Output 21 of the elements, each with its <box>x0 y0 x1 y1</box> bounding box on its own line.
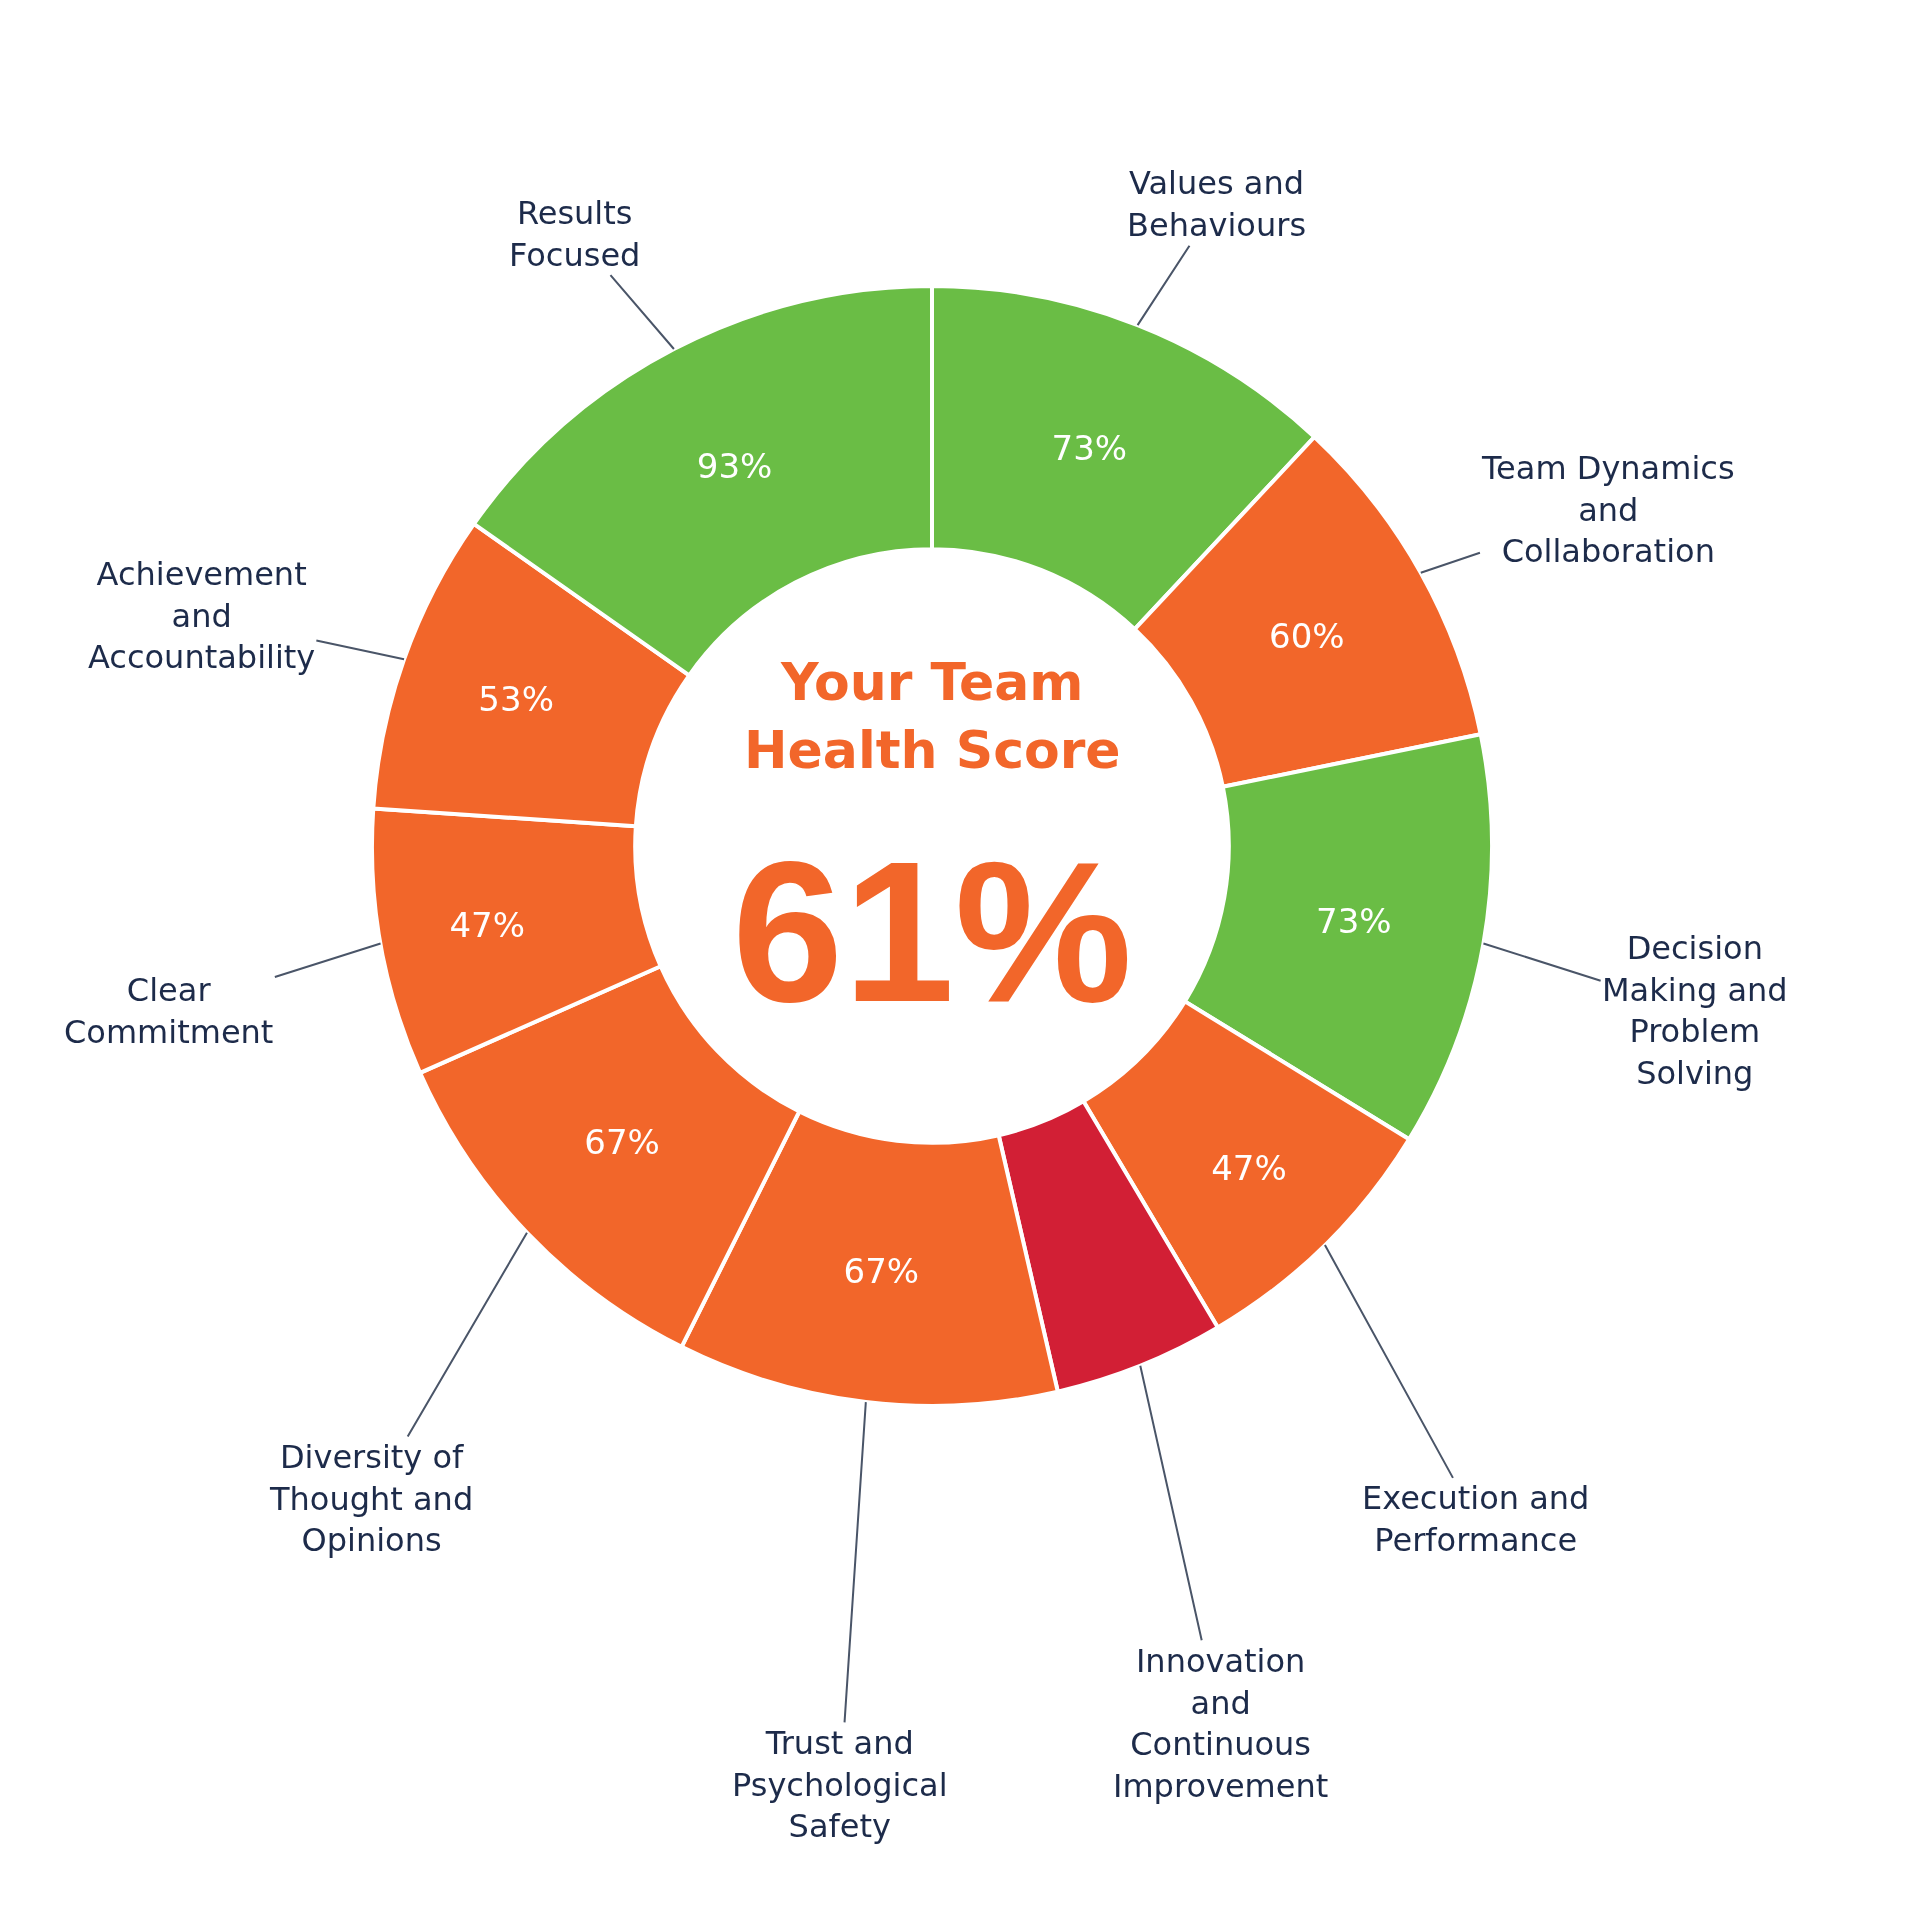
slice-label: Trust and Psychological Safety <box>732 1724 948 1846</box>
slice-label: Achievement and Accountability <box>88 555 316 677</box>
data-label: 73% <box>1051 427 1128 468</box>
slice-label: Decision Making and Problem Solving <box>1602 929 1788 1092</box>
slice-label: Results Focused <box>509 194 641 274</box>
data-label: 67% <box>843 1251 920 1292</box>
data-label: 47% <box>1211 1147 1287 1188</box>
slice-label: Values and Behaviours <box>1127 164 1307 244</box>
slice-label: Innovation and Continuous Improvement <box>1113 1642 1329 1805</box>
data-label: 53% <box>478 678 554 719</box>
slice-label: Team Dynamics and Collaboration <box>1481 449 1735 571</box>
data-label: 73% <box>1316 900 1392 941</box>
data-label: 47% <box>449 904 525 945</box>
text: Your Team Health Score <box>744 652 1121 780</box>
data-label: 67% <box>584 1121 660 1162</box>
slice-label: Clear Commitment <box>64 971 274 1051</box>
data-label: 93% <box>696 445 773 486</box>
slice-label: Diversity of Thought and Opinions <box>269 1438 474 1560</box>
text: 61% <box>732 820 1133 1043</box>
slice-label: Execution and Performance <box>1362 1479 1590 1559</box>
data-label: 60% <box>1269 616 1345 657</box>
